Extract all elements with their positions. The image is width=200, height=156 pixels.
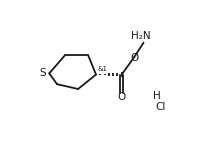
Text: O: O	[129, 53, 138, 63]
Text: &1: &1	[97, 66, 107, 72]
Text: H₂N: H₂N	[130, 31, 149, 41]
Text: S: S	[40, 68, 46, 78]
Text: Cl: Cl	[155, 102, 165, 112]
Text: H: H	[152, 91, 160, 101]
Text: O: O	[117, 92, 125, 102]
